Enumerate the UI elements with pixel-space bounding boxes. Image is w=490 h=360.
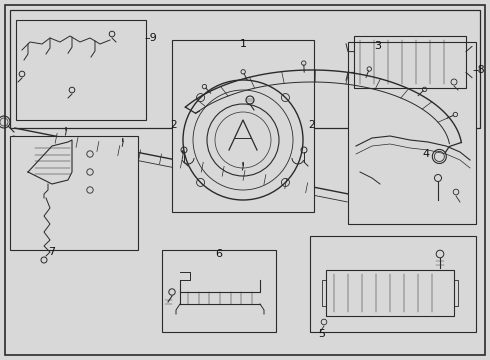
Bar [348,42,476,224]
Bar [172,40,314,212]
Text: 1: 1 [240,39,246,49]
Text: 7: 7 [49,247,55,257]
Bar [310,236,476,332]
Text: –9: –9 [144,33,157,43]
Bar [354,36,466,88]
Text: 2: 2 [171,120,177,130]
Text: 5: 5 [318,329,325,339]
Bar [16,20,146,120]
Text: 4: 4 [422,149,429,159]
Bar [326,270,454,316]
Bar [162,250,276,332]
Text: –8: –8 [472,65,485,75]
Text: 3: 3 [374,41,382,51]
Bar [10,136,138,250]
Bar [10,10,480,128]
Text: 6: 6 [216,249,222,259]
Text: 2: 2 [309,120,315,130]
